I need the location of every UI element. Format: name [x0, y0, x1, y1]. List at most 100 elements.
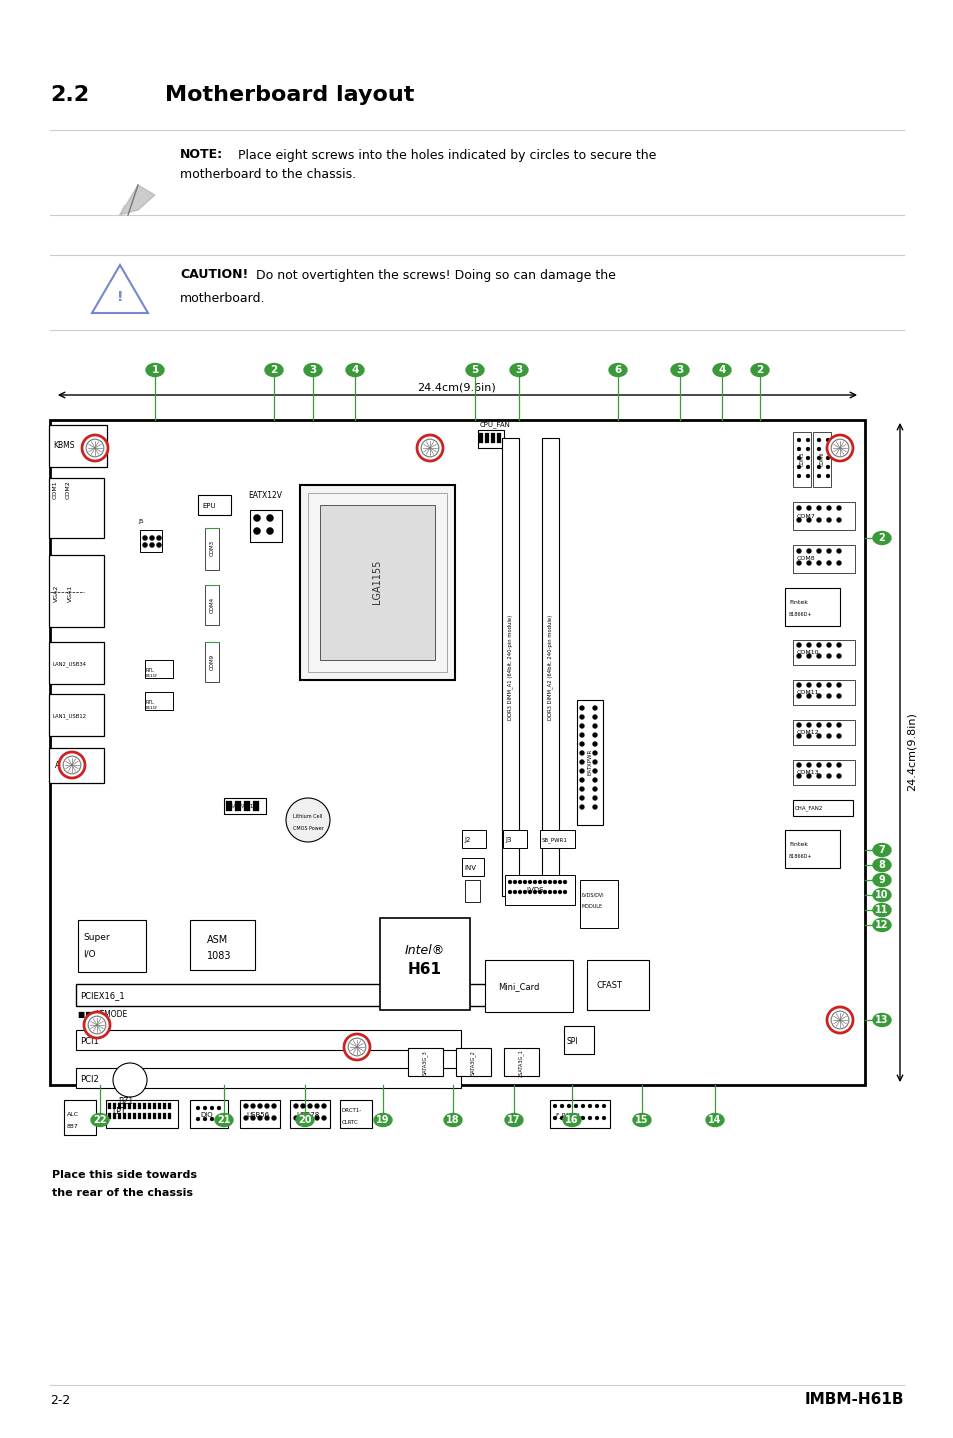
Circle shape	[592, 732, 597, 738]
Circle shape	[601, 1116, 605, 1120]
Bar	[240, 1100, 280, 1127]
Text: 22: 22	[93, 1114, 107, 1125]
Text: 6: 6	[614, 365, 621, 375]
Circle shape	[816, 506, 821, 510]
Bar	[106, 1100, 178, 1127]
Circle shape	[825, 475, 829, 477]
Circle shape	[816, 475, 821, 477]
Text: 18: 18	[446, 1114, 459, 1125]
Bar	[112, 1103, 116, 1109]
Bar	[319, 505, 435, 660]
Text: VGA1: VGA1	[68, 584, 72, 601]
Bar	[792, 680, 854, 705]
Text: Do not overtighten the screws! Doing so can damage the: Do not overtighten the screws! Doing so …	[248, 269, 616, 282]
Circle shape	[547, 890, 552, 894]
Text: COM7: COM7	[796, 513, 815, 519]
Circle shape	[587, 1104, 592, 1109]
Circle shape	[796, 518, 801, 522]
Bar	[792, 502, 854, 531]
Bar	[379, 917, 470, 1009]
Circle shape	[542, 890, 546, 894]
Ellipse shape	[872, 1014, 890, 1027]
Text: ASM: ASM	[207, 935, 228, 945]
Text: motherboard to the chassis.: motherboard to the chassis.	[180, 168, 355, 181]
Text: BZ1: BZ1	[118, 1097, 133, 1106]
Circle shape	[805, 683, 811, 687]
Bar	[76, 1068, 460, 1089]
Circle shape	[796, 774, 801, 778]
Text: 14: 14	[707, 1114, 721, 1125]
Circle shape	[830, 1011, 848, 1028]
Bar	[148, 1113, 151, 1119]
Ellipse shape	[91, 1113, 109, 1126]
Circle shape	[805, 722, 811, 728]
Text: EATX12V: EATX12V	[248, 490, 282, 499]
Circle shape	[553, 1116, 557, 1120]
Circle shape	[307, 1103, 313, 1109]
Bar	[123, 1113, 126, 1119]
Bar	[205, 641, 219, 682]
Circle shape	[203, 1106, 207, 1110]
Bar	[504, 874, 575, 905]
Bar	[158, 1103, 161, 1109]
Text: CHA_FAN1: CHA_FAN1	[226, 804, 254, 808]
Circle shape	[547, 880, 552, 884]
Bar	[792, 545, 854, 572]
Text: DDR3 DIMM_A2 (64bit, 240-pin module): DDR3 DIMM_A2 (64bit, 240-pin module)	[547, 614, 553, 719]
Circle shape	[816, 643, 821, 647]
Circle shape	[796, 561, 801, 565]
Text: ALC: ALC	[67, 1113, 79, 1117]
Bar	[49, 641, 104, 684]
Circle shape	[264, 1116, 269, 1120]
Circle shape	[553, 890, 557, 894]
Bar	[143, 1103, 146, 1109]
Text: VGA2: VGA2	[53, 584, 58, 601]
Text: !: !	[116, 290, 123, 303]
Circle shape	[805, 464, 809, 469]
Circle shape	[210, 1117, 213, 1122]
Circle shape	[266, 528, 274, 535]
Circle shape	[566, 1104, 571, 1109]
Circle shape	[420, 439, 438, 457]
Text: DRCT1-: DRCT1-	[341, 1109, 362, 1113]
Text: Place this side towards: Place this side towards	[52, 1171, 196, 1181]
Text: 4: 4	[718, 365, 725, 375]
Circle shape	[796, 722, 801, 728]
Circle shape	[592, 715, 597, 719]
Circle shape	[527, 880, 532, 884]
Ellipse shape	[146, 364, 164, 377]
Circle shape	[578, 732, 584, 738]
Bar	[198, 495, 231, 515]
Circle shape	[796, 447, 801, 452]
Bar	[128, 1113, 131, 1119]
Circle shape	[836, 561, 841, 565]
Circle shape	[825, 653, 831, 659]
Text: CAUTION!: CAUTION!	[180, 269, 248, 282]
Text: 17: 17	[507, 1114, 520, 1125]
Circle shape	[805, 762, 811, 768]
Text: 24.4cm(9.6in): 24.4cm(9.6in)	[417, 383, 496, 393]
Text: Motherboard layout: Motherboard layout	[165, 85, 414, 105]
Circle shape	[533, 890, 537, 894]
Text: Mini_Card: Mini_Card	[497, 982, 538, 991]
Circle shape	[805, 653, 811, 659]
Bar	[145, 692, 172, 710]
Text: COM9: COM9	[210, 654, 214, 670]
Circle shape	[578, 723, 584, 729]
Bar	[78, 920, 146, 972]
Bar	[812, 431, 830, 487]
Text: SATA3G_3: SATA3G_3	[422, 1051, 427, 1076]
Circle shape	[592, 759, 597, 765]
Circle shape	[286, 798, 330, 843]
Text: 10: 10	[874, 890, 888, 900]
Text: 19: 19	[375, 1114, 390, 1125]
Circle shape	[836, 762, 841, 768]
Ellipse shape	[872, 844, 890, 857]
Circle shape	[294, 1116, 298, 1120]
Ellipse shape	[670, 364, 688, 377]
Circle shape	[142, 535, 148, 541]
Circle shape	[86, 439, 104, 457]
Circle shape	[578, 787, 584, 791]
Bar	[484, 961, 573, 1012]
Bar	[497, 433, 500, 443]
